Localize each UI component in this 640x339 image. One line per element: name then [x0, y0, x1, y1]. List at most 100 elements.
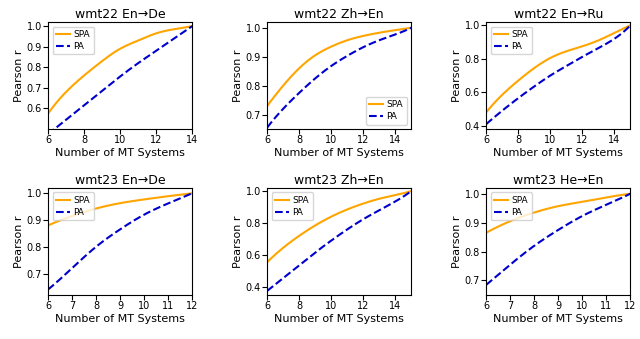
- X-axis label: Number of MT Systems: Number of MT Systems: [493, 148, 623, 158]
- PA: [129, 64, 137, 68]
- PA: [175, 197, 182, 201]
- PA: [45, 287, 52, 291]
- PA: [483, 283, 490, 287]
- Title: wmt22 En→De: wmt22 En→De: [75, 8, 165, 21]
- SPA: [166, 194, 173, 198]
- Y-axis label: Pearson r: Pearson r: [233, 49, 243, 102]
- SPA: [44, 223, 52, 227]
- Line: PA: PA: [48, 26, 192, 134]
- SPA: [45, 223, 52, 227]
- Title: wmt22 Zh→En: wmt22 Zh→En: [294, 8, 384, 21]
- PA: [166, 40, 173, 44]
- Title: wmt23 He→En: wmt23 He→En: [513, 174, 604, 187]
- Line: PA: PA: [267, 28, 412, 127]
- SPA: [188, 24, 196, 28]
- PA: [394, 198, 402, 202]
- SPA: [349, 205, 356, 209]
- SPA: [604, 34, 612, 38]
- X-axis label: Number of MT Systems: Number of MT Systems: [275, 148, 404, 158]
- PA: [264, 288, 271, 293]
- SPA: [385, 29, 392, 33]
- PA: [483, 122, 490, 126]
- SPA: [394, 193, 402, 197]
- PA: [408, 26, 415, 30]
- SPA: [188, 191, 196, 195]
- PA: [568, 220, 576, 224]
- SPA: [175, 26, 182, 31]
- Title: wmt23 En→De: wmt23 En→De: [75, 174, 165, 187]
- SPA: [129, 41, 137, 45]
- Line: PA: PA: [267, 191, 412, 291]
- X-axis label: Number of MT Systems: Number of MT Systems: [55, 148, 185, 158]
- Line: PA: PA: [486, 194, 630, 285]
- SPA: [45, 111, 52, 115]
- Y-axis label: Pearson r: Pearson r: [13, 215, 24, 268]
- Line: SPA: SPA: [486, 194, 630, 233]
- SPA: [483, 231, 491, 235]
- X-axis label: Number of MT Systems: Number of MT Systems: [55, 314, 185, 324]
- SPA: [483, 231, 490, 235]
- SPA: [130, 40, 138, 44]
- PA: [263, 289, 271, 293]
- Line: SPA: SPA: [267, 28, 412, 106]
- PA: [130, 64, 138, 68]
- Title: wmt22 En→Ru: wmt22 En→Ru: [514, 8, 603, 21]
- Legend: SPA, PA: SPA, PA: [52, 193, 93, 220]
- Line: PA: PA: [486, 25, 630, 124]
- PA: [264, 125, 271, 129]
- PA: [483, 282, 491, 286]
- SPA: [394, 28, 402, 32]
- X-axis label: Number of MT Systems: Number of MT Systems: [493, 314, 623, 324]
- PA: [568, 220, 575, 224]
- PA: [627, 192, 634, 196]
- SPA: [44, 112, 52, 116]
- SPA: [263, 104, 271, 108]
- PA: [385, 203, 392, 207]
- SPA: [613, 194, 621, 198]
- PA: [132, 217, 140, 221]
- PA: [175, 33, 182, 37]
- Y-axis label: Pearson r: Pearson r: [452, 215, 462, 268]
- SPA: [175, 193, 182, 197]
- PA: [349, 224, 356, 228]
- Y-axis label: Pearson r: Pearson r: [13, 49, 24, 102]
- PA: [349, 51, 356, 55]
- PA: [44, 287, 52, 292]
- PA: [188, 24, 196, 28]
- PA: [129, 219, 137, 223]
- SPA: [349, 205, 356, 210]
- SPA: [483, 110, 490, 114]
- Legend: SPA, PA: SPA, PA: [491, 193, 532, 220]
- Legend: SPA, PA: SPA, PA: [366, 97, 407, 124]
- Y-axis label: Pearson r: Pearson r: [452, 49, 462, 102]
- PA: [568, 61, 576, 65]
- SPA: [385, 195, 392, 199]
- SPA: [613, 29, 621, 34]
- PA: [349, 51, 356, 55]
- SPA: [132, 39, 140, 43]
- SPA: [349, 37, 356, 41]
- Line: SPA: SPA: [267, 191, 412, 262]
- SPA: [263, 260, 271, 264]
- SPA: [568, 47, 576, 52]
- PA: [627, 23, 634, 27]
- PA: [263, 125, 271, 129]
- Legend: SPA, PA: SPA, PA: [52, 26, 93, 55]
- SPA: [571, 201, 579, 205]
- PA: [349, 224, 356, 228]
- PA: [44, 132, 52, 136]
- SPA: [604, 195, 612, 199]
- PA: [568, 61, 575, 65]
- PA: [132, 62, 140, 66]
- PA: [483, 122, 491, 126]
- SPA: [483, 110, 491, 114]
- SPA: [568, 202, 575, 206]
- SPA: [351, 204, 359, 208]
- SPA: [130, 199, 138, 203]
- SPA: [264, 260, 271, 264]
- PA: [613, 198, 621, 202]
- SPA: [571, 47, 579, 51]
- PA: [385, 35, 392, 39]
- SPA: [349, 37, 356, 41]
- SPA: [568, 47, 575, 52]
